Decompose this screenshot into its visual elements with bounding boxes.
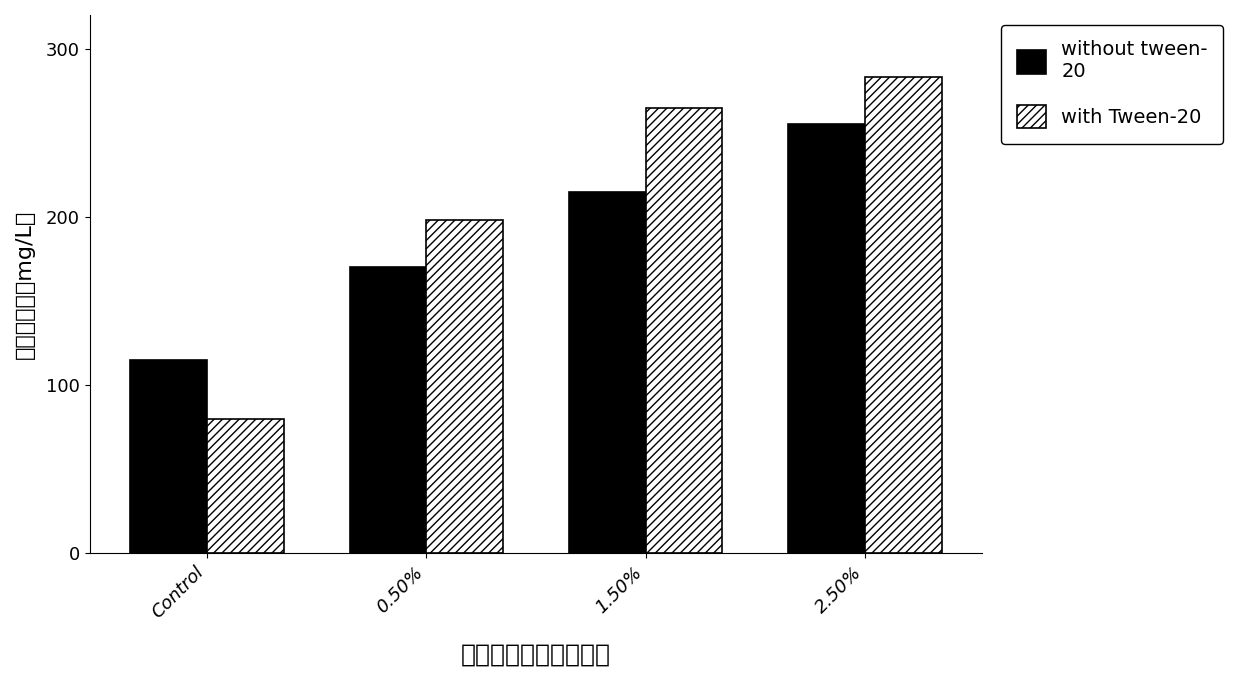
Y-axis label: 灵芝酸含量（mg/L）: 灵芝酸含量（mg/L） — [15, 209, 35, 359]
Bar — [865, 77, 942, 554]
Bar — [349, 267, 426, 554]
Legend: without tween-
20, with Tween-20: without tween- 20, with Tween-20 — [1001, 25, 1223, 144]
Bar — [207, 419, 284, 554]
Bar — [646, 108, 722, 554]
Bar — [130, 360, 207, 554]
X-axis label: 不同浓度的微晶纤维素: 不同浓度的微晶纤维素 — [461, 643, 611, 667]
Bar — [426, 220, 503, 554]
Bar — [569, 192, 646, 554]
Bar — [788, 124, 865, 554]
